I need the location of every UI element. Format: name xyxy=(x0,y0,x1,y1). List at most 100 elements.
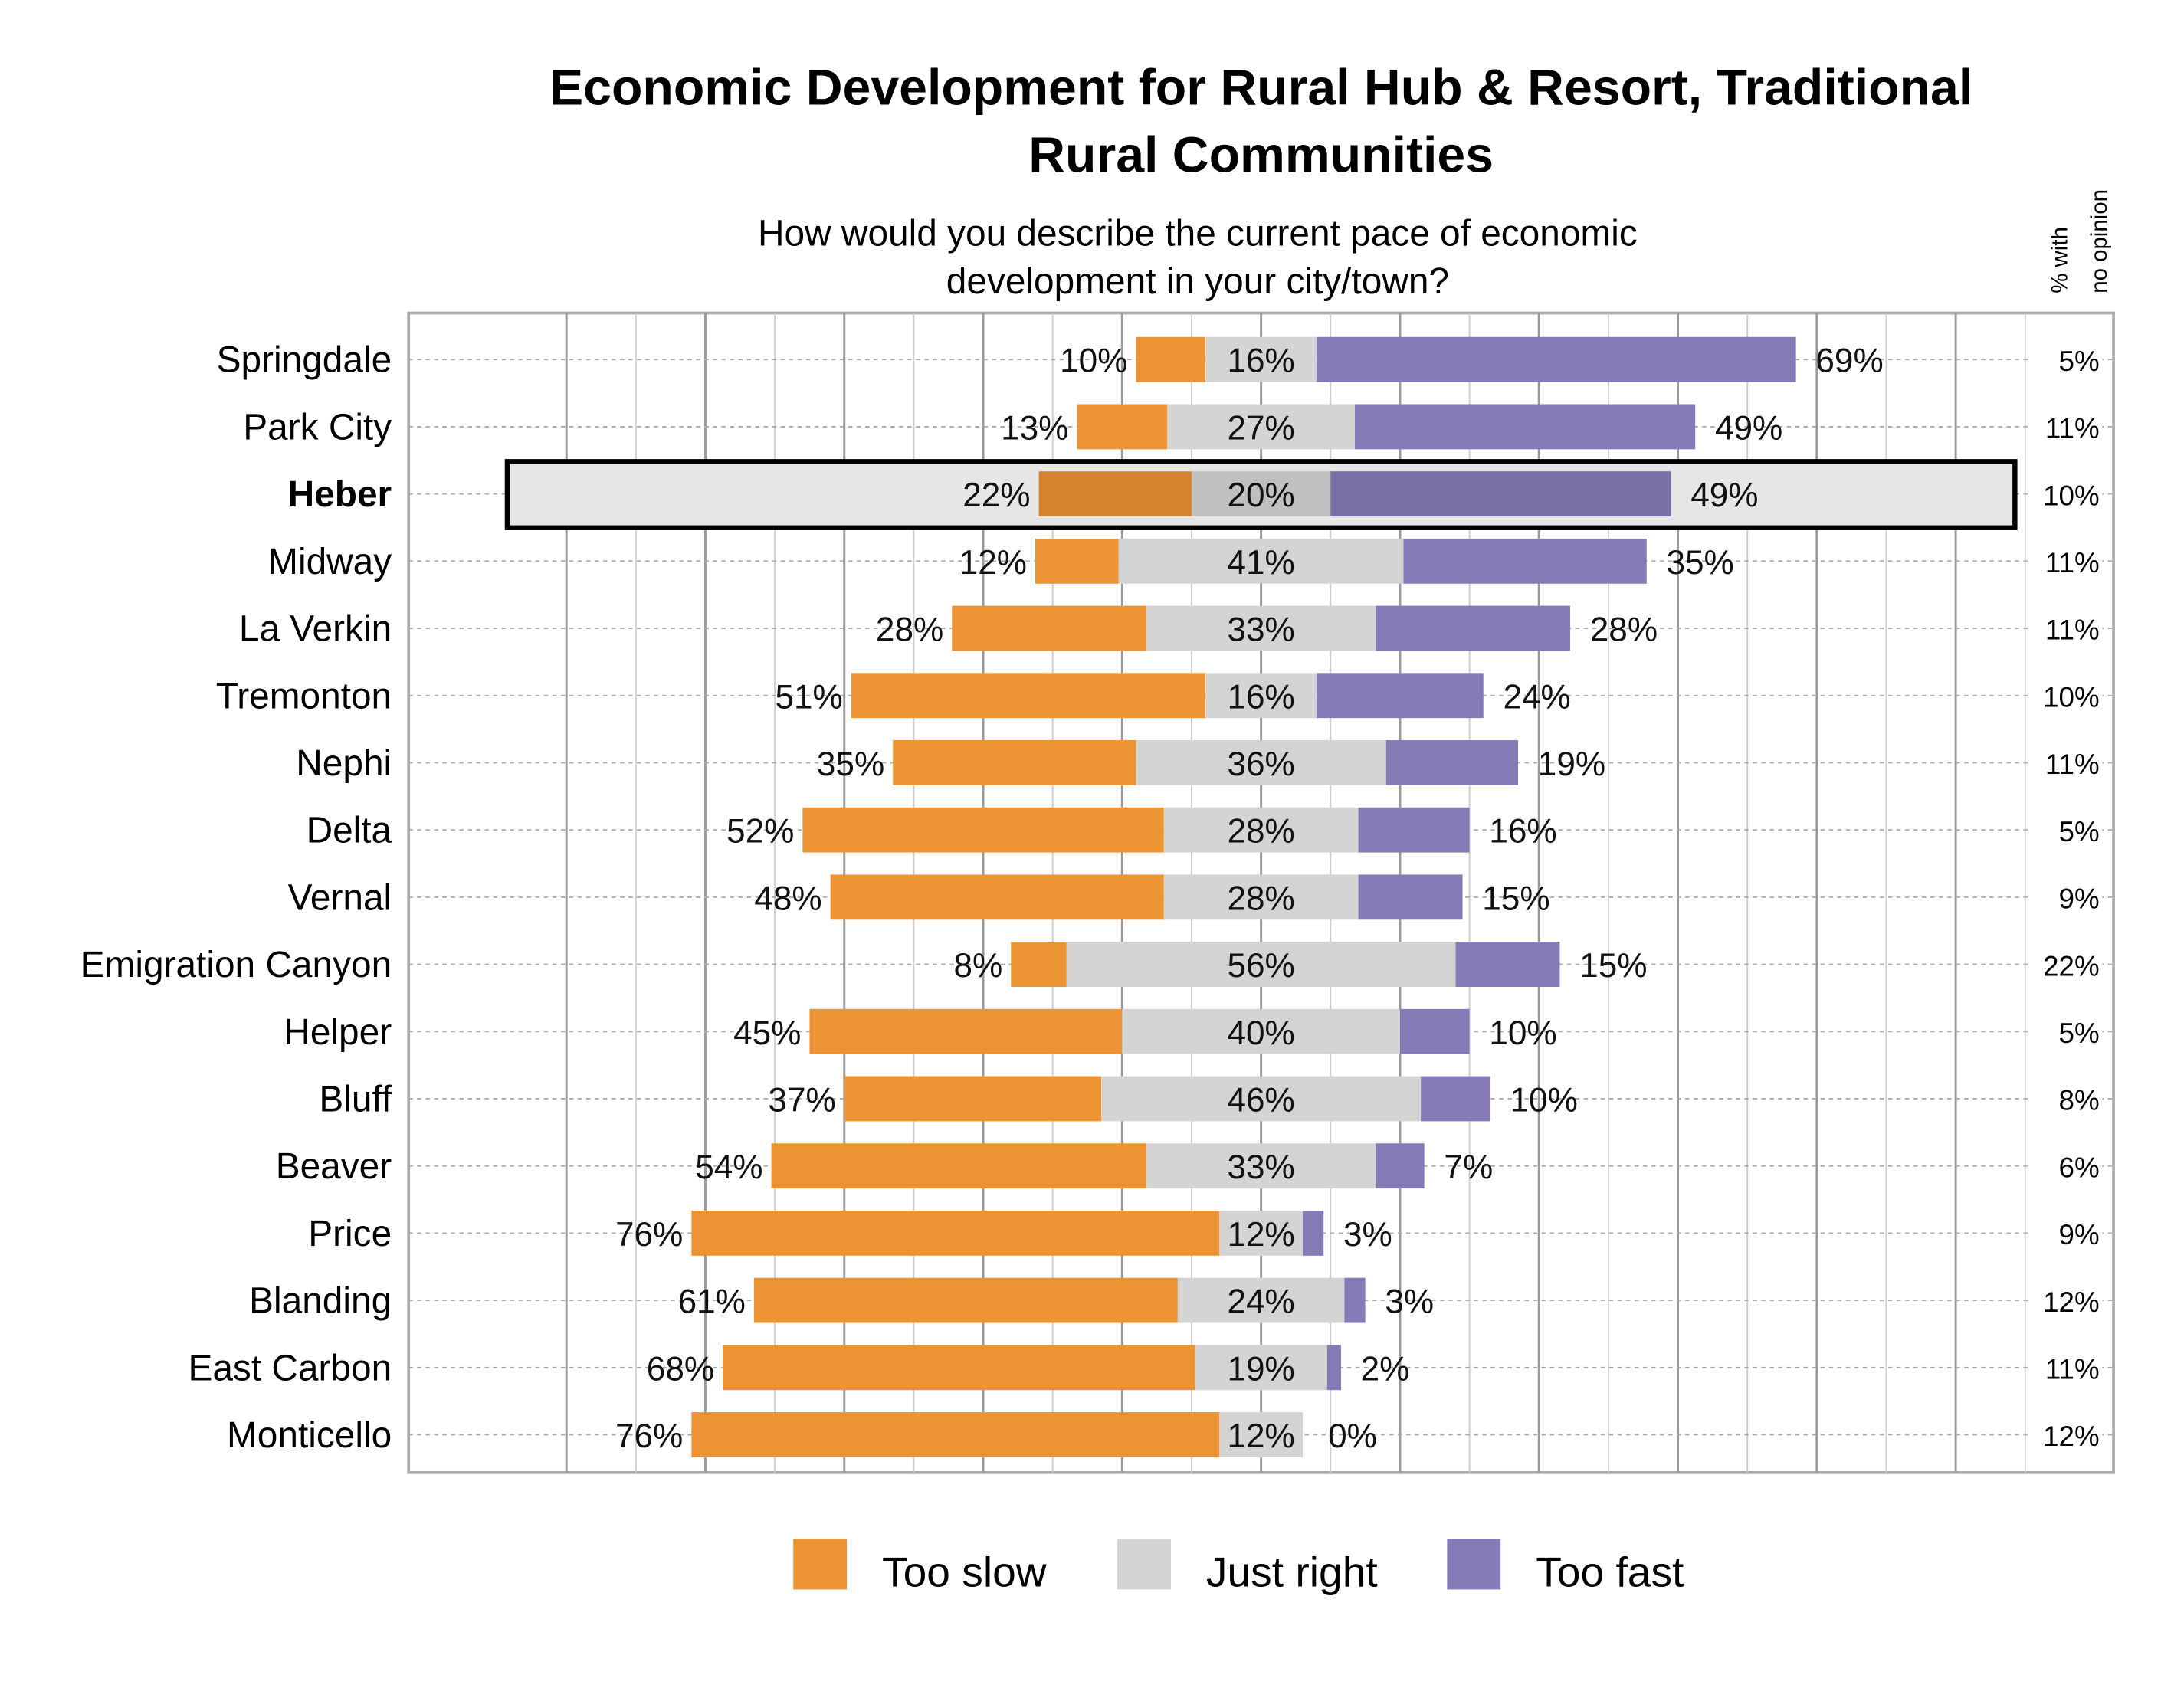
bar-just-right xyxy=(1191,471,1331,517)
no-opinion-label: 9% xyxy=(2059,1219,2100,1250)
bar-too-fast xyxy=(1376,1143,1425,1189)
bar-too-slow xyxy=(1035,538,1119,584)
bar-too-slow xyxy=(1077,404,1168,450)
bar-too-fast xyxy=(1355,404,1696,450)
bar-too-fast xyxy=(1358,807,1470,853)
value-label-too-fast: 10% xyxy=(1489,1014,1556,1052)
value-label-too-fast: 49% xyxy=(1715,409,1782,447)
value-label-just-right: 20% xyxy=(1227,477,1294,514)
category-label: Monticello xyxy=(227,1415,392,1456)
no-opinion-bg xyxy=(2028,611,2103,646)
no-opinion-label: 11% xyxy=(2045,547,2100,578)
bar-just-right xyxy=(1146,605,1376,651)
value-label-too-fast: 16% xyxy=(1489,813,1556,850)
bar-too-slow xyxy=(851,673,1206,719)
no-opinion-header-line-2: no opinion xyxy=(2087,189,2112,293)
legend-swatch-too-fast xyxy=(1447,1539,1501,1590)
value-label-too-fast: 35% xyxy=(1666,544,1733,582)
no-opinion-label: 11% xyxy=(2045,413,2100,444)
bar-just-right xyxy=(1118,538,1404,584)
bar-too-slow xyxy=(691,1412,1220,1457)
bar-too-fast xyxy=(1455,942,1560,987)
no-opinion-bg xyxy=(2028,678,2103,713)
bar-too-fast xyxy=(1326,1345,1341,1391)
value-label-too-slow: 13% xyxy=(1001,409,1068,447)
bar-too-fast xyxy=(1330,471,1671,517)
value-label-just-right: 28% xyxy=(1227,880,1294,917)
value-label-too-fast: 3% xyxy=(1343,1216,1392,1254)
no-opinion-bg xyxy=(2028,1081,2103,1116)
value-label-too-fast: 7% xyxy=(1444,1149,1493,1186)
legend-swatch-just-right xyxy=(1117,1539,1171,1590)
no-opinion-bg xyxy=(2028,1418,2103,1452)
value-label-just-right: 16% xyxy=(1227,678,1294,716)
value-label-too-fast: 49% xyxy=(1690,477,1758,514)
bar-just-right xyxy=(1205,336,1317,382)
bar-too-fast xyxy=(1421,1076,1490,1122)
category-label: Nephi xyxy=(296,743,392,784)
no-opinion-bg xyxy=(2028,813,2103,847)
bar-just-right xyxy=(1219,1412,1304,1457)
no-opinion-label: 22% xyxy=(2043,950,2100,982)
value-label-too-slow: 10% xyxy=(1060,342,1127,380)
no-opinion-bg xyxy=(2028,1216,2103,1250)
no-opinion-bg xyxy=(2028,1283,2103,1318)
bar-too-slow xyxy=(893,740,1136,785)
bar-too-fast xyxy=(1403,538,1647,584)
value-label-too-slow: 45% xyxy=(733,1014,801,1052)
plot-area: Springdale 10% 16% 69% 5% Park City 13% 27% 49% 1… xyxy=(80,311,2115,1474)
value-label-too-slow: 12% xyxy=(959,544,1027,582)
bar-too-fast xyxy=(1303,1210,1324,1256)
bar-too-slow xyxy=(1038,471,1192,517)
category-label: Blanding xyxy=(249,1281,392,1322)
no-opinion-bg xyxy=(2028,477,2103,511)
no-opinion-bg xyxy=(2028,1350,2103,1385)
highlight-box xyxy=(504,459,2018,530)
no-opinion-bg xyxy=(2028,1149,2103,1183)
value-label-just-right: 41% xyxy=(1227,544,1294,582)
no-opinion-bg xyxy=(2028,1014,2103,1049)
bar-just-right xyxy=(1122,1008,1400,1054)
bar-too-slow xyxy=(1011,942,1067,987)
bar-too-fast xyxy=(1344,1277,1366,1323)
bar-just-right xyxy=(1177,1277,1345,1323)
subtitle-line-2: development in your city/town? xyxy=(946,261,1449,302)
subtitle-line-1: How would you describe the current pace … xyxy=(758,213,1638,254)
bar-too-slow xyxy=(830,874,1164,920)
bar-too-slow xyxy=(844,1076,1102,1122)
value-label-just-right: 28% xyxy=(1227,813,1294,850)
category-label: Bluff xyxy=(319,1080,392,1120)
bar-too-slow xyxy=(723,1345,1195,1391)
category-label: East Carbon xyxy=(188,1348,392,1388)
category-label: Tremonton xyxy=(216,676,392,716)
value-label-too-slow: 28% xyxy=(876,611,943,649)
bar-just-right xyxy=(1205,673,1317,719)
value-label-just-right: 56% xyxy=(1227,947,1294,985)
value-label-too-slow: 22% xyxy=(962,477,1030,514)
value-label-just-right: 46% xyxy=(1227,1082,1294,1119)
value-label-too-fast: 19% xyxy=(1538,746,1605,783)
bar-too-fast xyxy=(1399,1008,1470,1054)
bar-too-slow xyxy=(771,1143,1147,1189)
category-label: Emigration Canyon xyxy=(80,945,392,985)
bar-too-slow xyxy=(952,605,1147,651)
value-label-too-slow: 76% xyxy=(615,1216,683,1254)
category-label: Delta xyxy=(307,811,392,851)
value-label-too-slow: 37% xyxy=(768,1082,835,1119)
category-label: Springdale xyxy=(217,340,392,381)
bar-too-slow xyxy=(691,1210,1220,1256)
bar-just-right xyxy=(1195,1345,1327,1391)
value-label-too-slow: 68% xyxy=(647,1350,714,1388)
no-opinion-label: 5% xyxy=(2059,816,2100,847)
value-label-too-slow: 48% xyxy=(754,880,821,917)
legend-label: Just right xyxy=(1206,1549,1378,1596)
category-label: La Verkin xyxy=(239,609,392,650)
category-label: Midway xyxy=(267,542,392,582)
legend-label: Too slow xyxy=(882,1549,1047,1596)
no-opinion-label: 6% xyxy=(2059,1152,2100,1183)
no-opinion-label: 8% xyxy=(2059,1085,2100,1116)
title-line-1: Economic Development for Rural Hub & Res… xyxy=(549,59,1972,116)
bar-just-right xyxy=(1167,404,1356,450)
value-label-too-fast: 10% xyxy=(1510,1082,1578,1119)
legend-swatch-too-slow xyxy=(793,1539,848,1590)
